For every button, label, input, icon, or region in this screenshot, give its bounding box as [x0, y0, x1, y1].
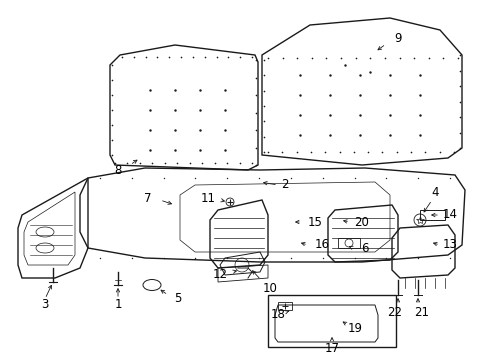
Text: 14: 14	[442, 208, 457, 221]
Text: 21: 21	[414, 306, 428, 319]
Text: 12: 12	[212, 269, 227, 282]
Text: 8: 8	[114, 163, 122, 176]
Text: 17: 17	[324, 342, 339, 355]
Text: 18: 18	[270, 309, 285, 321]
Text: 6: 6	[361, 242, 368, 255]
Text: 4: 4	[430, 185, 438, 198]
Text: 20: 20	[354, 216, 368, 229]
Text: 15: 15	[307, 216, 322, 229]
Text: 19: 19	[347, 321, 362, 334]
Text: 1: 1	[114, 298, 122, 311]
Text: 22: 22	[386, 306, 402, 319]
Text: 9: 9	[393, 31, 401, 45]
Text: 10: 10	[262, 282, 277, 294]
Text: 5: 5	[174, 292, 182, 305]
Bar	[278, 302, 291, 310]
Text: 2: 2	[281, 179, 288, 192]
Text: 16: 16	[314, 238, 329, 252]
Text: 13: 13	[442, 238, 456, 252]
Text: 11: 11	[200, 192, 215, 204]
Text: 7: 7	[144, 192, 151, 204]
Bar	[337, 238, 359, 248]
Text: 3: 3	[41, 298, 49, 311]
Bar	[267, 295, 395, 347]
